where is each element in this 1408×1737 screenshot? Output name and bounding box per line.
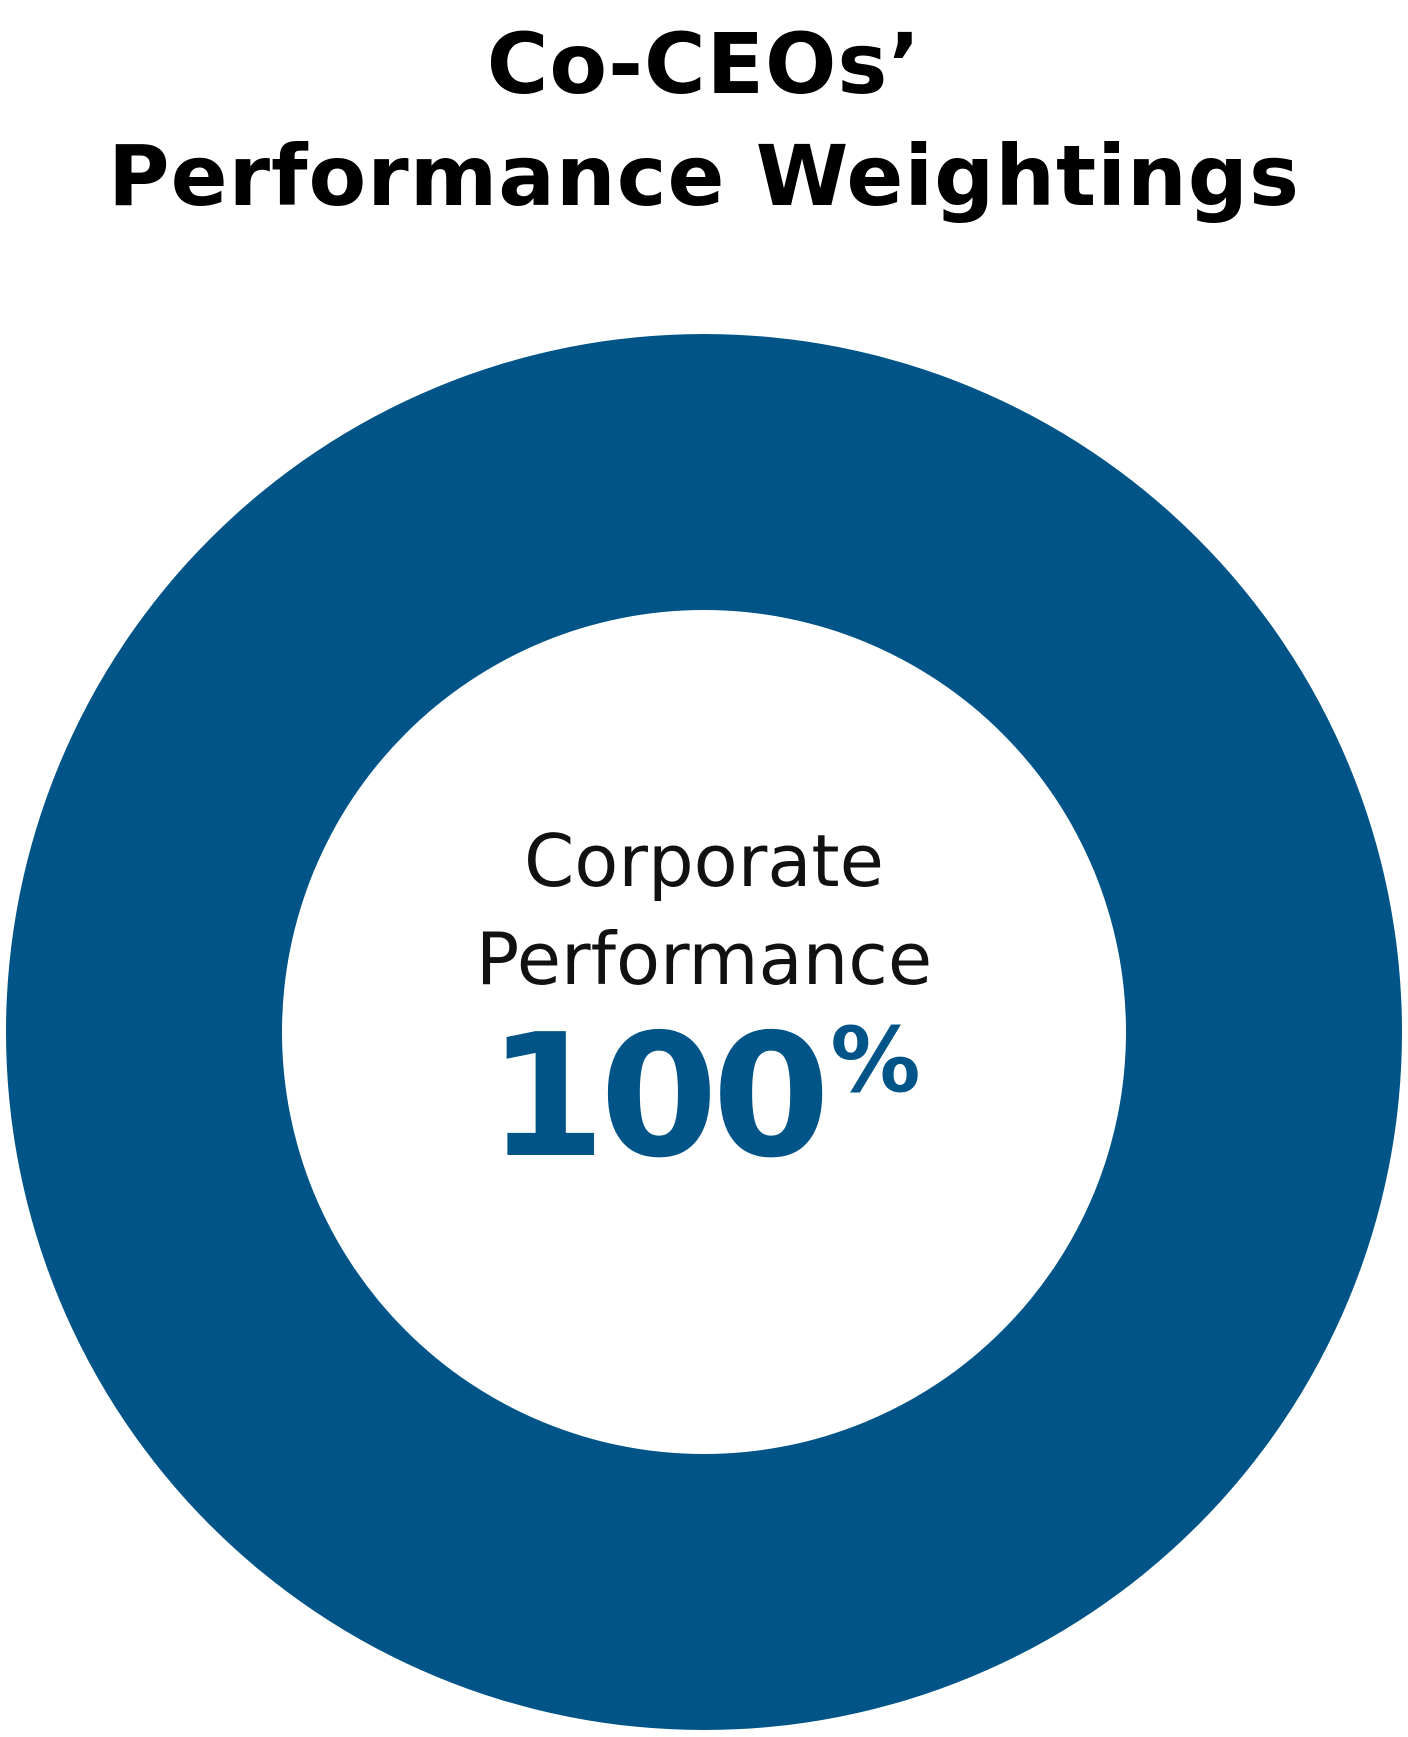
chart-title: Co-CEOs’ Performance Weightings xyxy=(0,8,1408,232)
slice-value-number: 100 xyxy=(487,998,830,1196)
slice-value: 100% xyxy=(279,1012,1129,1182)
chart-title-line-1: Co-CEOs’ xyxy=(486,15,922,113)
slice-value-unit: % xyxy=(830,1008,921,1113)
donut-center-label: Corporate Performance 100% xyxy=(279,812,1129,1182)
chart-title-line-2: Performance Weightings xyxy=(108,127,1300,225)
slice-label: Corporate Performance xyxy=(279,812,1129,1008)
donut-slice-0 xyxy=(6,334,1402,1730)
slice-label-line-1: Corporate xyxy=(524,819,884,903)
slice-label-line-2: Performance xyxy=(475,917,933,1001)
